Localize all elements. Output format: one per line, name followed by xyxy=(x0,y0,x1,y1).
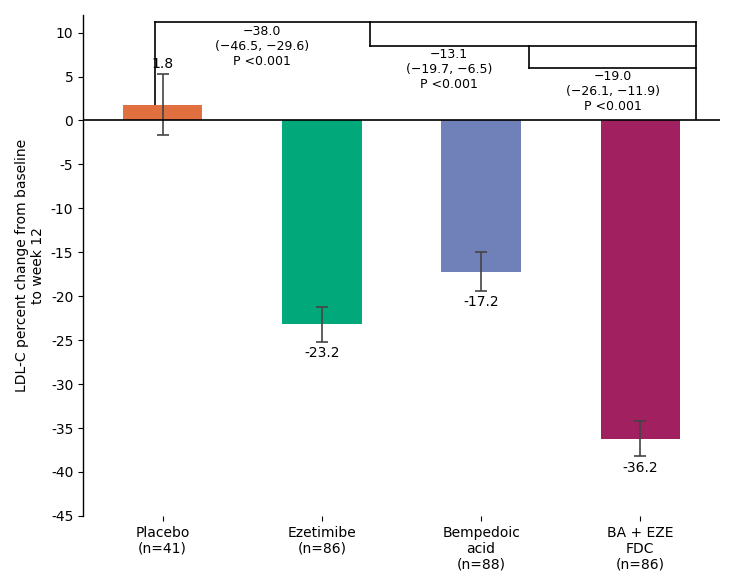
Text: -23.2: -23.2 xyxy=(304,346,340,360)
Y-axis label: LDL-C percent change from baseline
to week 12: LDL-C percent change from baseline to we… xyxy=(15,139,45,392)
Bar xyxy=(441,120,521,272)
Text: -36.2: -36.2 xyxy=(623,461,658,474)
Bar xyxy=(123,104,202,120)
Bar xyxy=(600,120,680,438)
Text: -17.2: -17.2 xyxy=(463,295,499,309)
Bar xyxy=(282,120,362,324)
Text: −13.1
(−19.7, −6.5)
P <0.001: −13.1 (−19.7, −6.5) P <0.001 xyxy=(406,48,492,92)
Text: −38.0
(−46.5, −29.6)
P <0.001: −38.0 (−46.5, −29.6) P <0.001 xyxy=(215,25,309,68)
Text: −19.0
(−26.1, −11.9)
P <0.001: −19.0 (−26.1, −11.9) P <0.001 xyxy=(565,70,659,113)
Text: 1.8: 1.8 xyxy=(151,58,173,71)
